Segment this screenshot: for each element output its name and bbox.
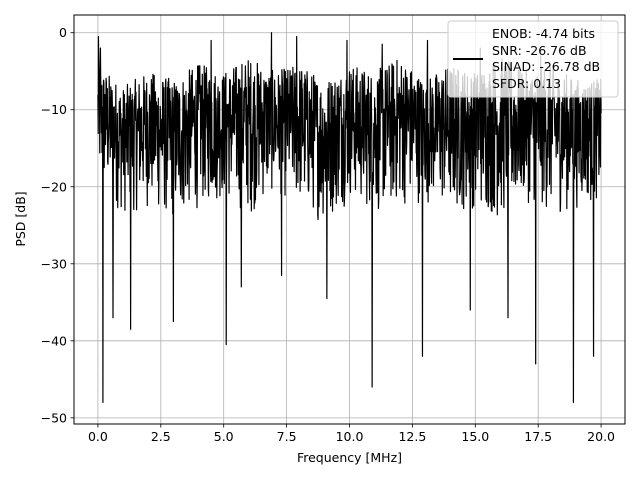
legend-box xyxy=(447,20,619,98)
legend-line-sfdr: SFDR: 0.13 xyxy=(492,76,561,91)
x-tick-label: 20.0 xyxy=(587,429,615,444)
legend-line-sinad: SINAD: -26.78 dB xyxy=(492,59,600,74)
legend-line-enob: ENOB: -4.74 bits xyxy=(492,26,595,41)
y-tick-label: −50 xyxy=(41,410,67,425)
y-tick-label: 0 xyxy=(59,25,67,40)
y-axis-label: PSD [dB] xyxy=(13,191,28,246)
x-tick-label: 2.5 xyxy=(151,429,171,444)
x-tick-label: 7.5 xyxy=(277,429,297,444)
y-tick-label: −30 xyxy=(41,256,67,271)
ticks-layer: 0.0 2.5 5.0 7.5 10.0 12.5 15.0 17.5 20.0 0 −10 −20 −… xyxy=(41,25,615,444)
x-tick-label: 0.0 xyxy=(88,429,108,444)
x-axis-label: Frequency [MHz] xyxy=(297,450,402,465)
y-tick-label: −20 xyxy=(41,179,67,194)
x-tick-label: 12.5 xyxy=(398,429,426,444)
y-tick-label: −40 xyxy=(41,333,67,348)
data-layer xyxy=(97,32,602,404)
x-tick-label: 10.0 xyxy=(336,429,364,444)
psd-series-line xyxy=(97,32,602,404)
x-tick-label: 5.0 xyxy=(214,429,234,444)
legend: ENOB: -4.74 bits SNR: -26.76 dB SINAD: -… xyxy=(447,20,619,98)
x-tick-label: 15.0 xyxy=(461,429,489,444)
x-tick-label: 17.5 xyxy=(524,429,552,444)
y-tick-label: −10 xyxy=(41,102,67,117)
legend-line-snr: SNR: -26.76 dB xyxy=(492,43,587,58)
